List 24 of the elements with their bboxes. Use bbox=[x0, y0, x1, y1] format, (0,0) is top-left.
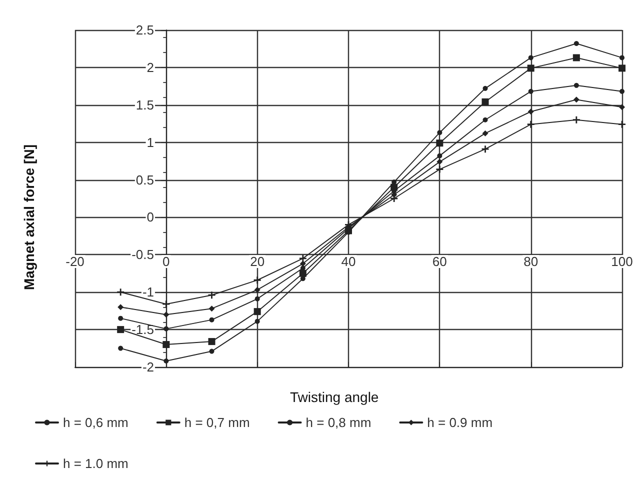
x-tick-label: 0 bbox=[162, 254, 170, 269]
x-tick-label: 40 bbox=[341, 254, 356, 269]
x-axis-title: Twisting angle bbox=[290, 389, 379, 405]
x-tick-label: -20 bbox=[66, 254, 84, 269]
x-tick-label: 80 bbox=[524, 254, 538, 269]
y-tick-label: 0.5 bbox=[136, 172, 154, 188]
x-tick-label: 20 bbox=[250, 254, 265, 269]
legend-label: h = 0.9 mm bbox=[427, 415, 493, 430]
y-tick-label: 0 bbox=[146, 210, 154, 225]
y-axis-title: Magnet axial force [N] bbox=[21, 144, 37, 290]
x-tick-label: 100 bbox=[611, 254, 633, 269]
x-tick-label: 60 bbox=[432, 254, 447, 269]
legend-label: h = 0,7 mm bbox=[184, 415, 250, 430]
y-tick-label: 1.5 bbox=[136, 97, 154, 112]
y-tick-label: -1 bbox=[142, 284, 154, 300]
legend-label: h = 1.0 mm bbox=[63, 456, 128, 471]
y-tick-label: 1 bbox=[146, 134, 154, 150]
legend-label: h = 0,6 mm bbox=[63, 415, 128, 430]
legend-label: h = 0,8 mm bbox=[306, 415, 372, 430]
y-tick-label: 2 bbox=[146, 60, 154, 75]
y-tick-label: -1.5 bbox=[132, 322, 154, 338]
y-tick-label: -2 bbox=[142, 360, 154, 374]
y-tick-label: 2.5 bbox=[136, 22, 154, 38]
y-tick-label: -0.5 bbox=[132, 247, 154, 262]
